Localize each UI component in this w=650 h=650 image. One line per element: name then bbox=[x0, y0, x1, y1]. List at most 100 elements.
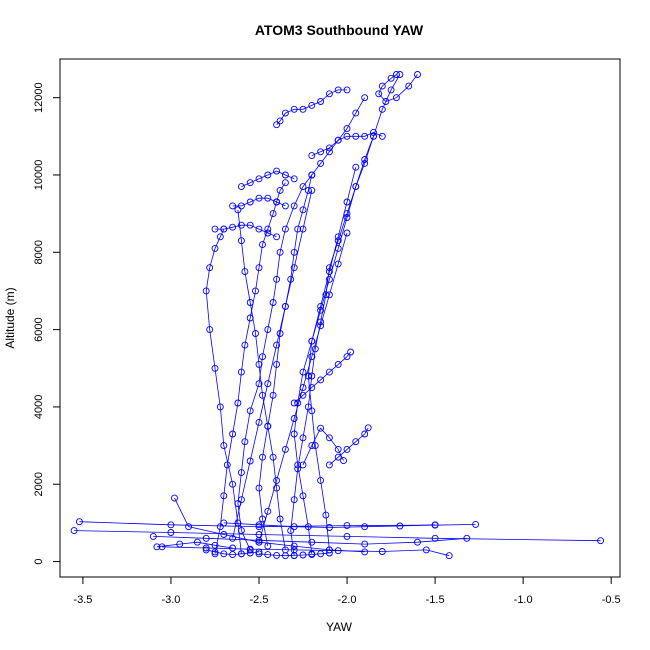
y-axis-label: Altitude (m) bbox=[3, 287, 17, 348]
data-point bbox=[276, 515, 284, 523]
series-23 bbox=[229, 194, 289, 210]
data-point bbox=[294, 461, 302, 469]
data-point bbox=[202, 544, 210, 552]
data-point bbox=[281, 552, 289, 560]
series-line bbox=[215, 224, 277, 238]
x-tick-label: -1.0 bbox=[514, 594, 533, 606]
data-point bbox=[149, 532, 157, 540]
data-point bbox=[472, 520, 480, 528]
data-point bbox=[290, 399, 298, 407]
data-point bbox=[216, 523, 224, 531]
data-point bbox=[299, 384, 307, 392]
data-point bbox=[308, 186, 316, 194]
data-point bbox=[167, 529, 175, 536]
data-point bbox=[202, 534, 210, 542]
data-point bbox=[276, 248, 284, 256]
data-point bbox=[308, 538, 316, 546]
series-line bbox=[205, 228, 242, 554]
data-point bbox=[294, 225, 302, 233]
series-line bbox=[276, 89, 347, 125]
series-line bbox=[293, 351, 351, 404]
data-point bbox=[176, 540, 184, 548]
data-point bbox=[259, 453, 266, 461]
data-point bbox=[229, 534, 237, 542]
data-point bbox=[317, 98, 325, 105]
data-point bbox=[153, 543, 161, 551]
data-point bbox=[255, 264, 263, 272]
data-point bbox=[246, 545, 254, 553]
data-point bbox=[463, 534, 471, 542]
data-point bbox=[334, 260, 342, 268]
data-point bbox=[445, 552, 453, 560]
data-point bbox=[299, 183, 307, 191]
data-point bbox=[290, 202, 298, 210]
data-point bbox=[246, 457, 254, 465]
data-point bbox=[237, 368, 245, 376]
data-point bbox=[370, 128, 377, 136]
data-point bbox=[220, 550, 228, 558]
data-point bbox=[281, 302, 289, 310]
data-point bbox=[343, 214, 351, 221]
data-point bbox=[220, 442, 228, 450]
data-point bbox=[211, 244, 219, 252]
data-point bbox=[237, 496, 245, 504]
data-point bbox=[216, 403, 224, 411]
series-18 bbox=[375, 71, 421, 105]
data-point bbox=[290, 496, 298, 504]
data-point bbox=[325, 368, 333, 376]
data-point bbox=[287, 527, 295, 535]
series-line bbox=[237, 97, 366, 551]
data-point bbox=[347, 348, 355, 356]
series-line bbox=[302, 427, 344, 466]
data-point bbox=[325, 546, 333, 554]
x-tick-label: -0.5 bbox=[602, 594, 621, 606]
data-point bbox=[273, 360, 281, 368]
data-point bbox=[392, 71, 400, 78]
data-point bbox=[273, 233, 281, 241]
data-point bbox=[414, 538, 421, 546]
data-point bbox=[317, 376, 325, 384]
data-point bbox=[246, 549, 254, 557]
data-point bbox=[361, 132, 369, 140]
data-point bbox=[361, 540, 369, 548]
data-point bbox=[325, 275, 333, 283]
series-12 bbox=[149, 532, 471, 548]
y-axis: 0 2000 4000 6000 8000 10000 12000 bbox=[33, 82, 61, 565]
data-point bbox=[255, 360, 263, 368]
data-point bbox=[276, 186, 284, 194]
data-point bbox=[361, 430, 369, 438]
data-point bbox=[364, 424, 372, 432]
data-point bbox=[325, 549, 333, 557]
data-point bbox=[299, 391, 307, 399]
x-axis: -3.5 -3.0 -2.5 -2.0 -1.5 -1.0 -0.5 bbox=[73, 576, 621, 606]
data-point bbox=[334, 453, 342, 461]
data-point bbox=[269, 299, 277, 306]
y-tick-label: 8000 bbox=[33, 240, 45, 264]
data-point bbox=[237, 237, 245, 245]
data-point bbox=[308, 171, 316, 179]
series-17 bbox=[325, 424, 372, 469]
data-point bbox=[255, 550, 263, 558]
data-point bbox=[259, 353, 266, 361]
data-point bbox=[75, 518, 83, 526]
data-point bbox=[290, 415, 298, 422]
data-point bbox=[281, 445, 289, 453]
data-point bbox=[206, 326, 214, 334]
data-point bbox=[241, 438, 249, 446]
series-25 bbox=[202, 546, 263, 559]
x-tick-label: -1.5 bbox=[426, 594, 445, 606]
data-point bbox=[269, 210, 277, 218]
data-point bbox=[325, 144, 333, 152]
data-point bbox=[343, 532, 351, 540]
data-point bbox=[317, 424, 325, 432]
data-point bbox=[264, 326, 272, 334]
data-point bbox=[211, 364, 219, 372]
data-point bbox=[237, 202, 245, 210]
data-point bbox=[308, 442, 316, 450]
data-point bbox=[220, 519, 228, 527]
data-point bbox=[264, 229, 272, 237]
data-point bbox=[206, 264, 214, 272]
data-point bbox=[211, 541, 219, 549]
data-point bbox=[334, 360, 342, 368]
data-point bbox=[325, 524, 333, 531]
